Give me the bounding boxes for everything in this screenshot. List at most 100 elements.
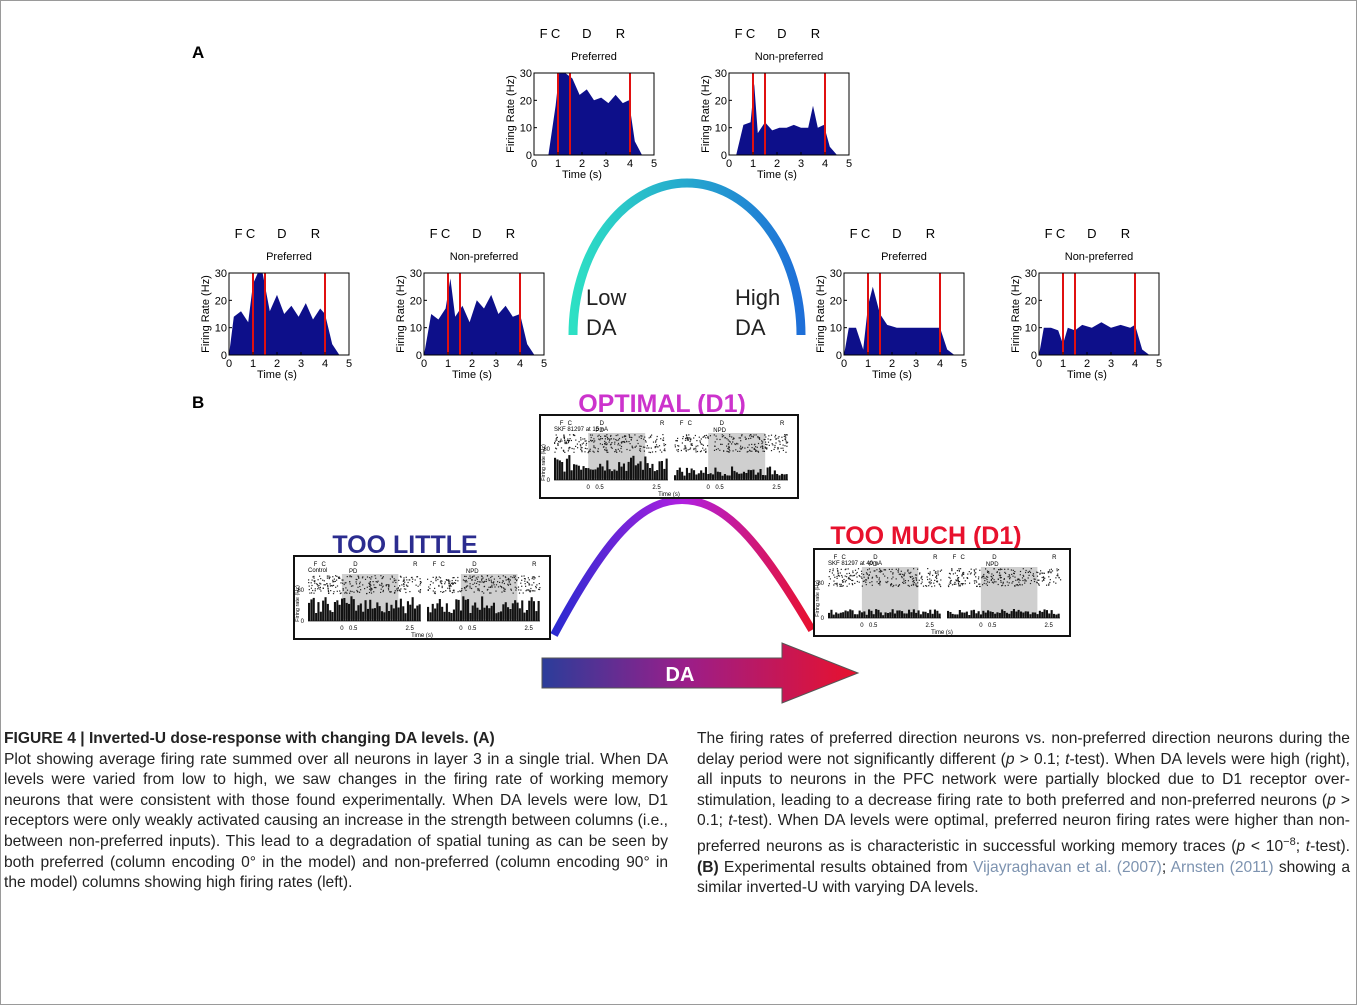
histogram-bar — [521, 600, 524, 621]
spike-dot — [393, 578, 395, 580]
spike-dot — [493, 578, 495, 580]
arc-high-label-2: DA — [735, 315, 766, 340]
spike-dot — [567, 450, 569, 452]
spike-dot — [897, 570, 899, 572]
spike-dot — [358, 577, 360, 579]
spike-dot — [1040, 570, 1042, 572]
spike-dot — [630, 439, 632, 441]
y-tick-label: 20 — [215, 295, 227, 307]
spike-dot — [313, 575, 315, 577]
spike-dot — [936, 581, 938, 583]
histogram-bar — [783, 474, 786, 480]
spike-dot — [774, 446, 776, 448]
spike-dot — [377, 580, 379, 582]
spike-dot — [728, 443, 730, 445]
reference-link-vijayraghavan[interactable]: Vijayraghavan et al. (2007) — [972, 858, 1162, 876]
spike-dot — [1036, 571, 1038, 573]
spike-dot — [606, 436, 608, 438]
spike-dot — [767, 438, 769, 440]
spike-dot — [852, 579, 854, 582]
histogram-bar — [938, 613, 941, 618]
spike-dot — [901, 577, 903, 579]
spike-dot — [1055, 577, 1057, 579]
spike-dot — [604, 443, 606, 446]
too-little-title: TOO LITTLE — [332, 531, 477, 559]
spike-dot — [740, 440, 742, 442]
spike-dot — [539, 587, 541, 589]
spike-dot — [782, 439, 784, 442]
y-axis-label: Firing Rate (Hz) — [505, 75, 517, 153]
histogram-bar — [1001, 609, 1004, 618]
spike-dot — [563, 437, 565, 439]
spike-dot — [567, 438, 569, 440]
spike-dot — [609, 438, 611, 440]
spike-dot — [514, 575, 516, 577]
spike-dot — [411, 576, 413, 578]
spike-dot — [977, 578, 980, 580]
spike-dot — [454, 582, 457, 584]
spike-dot — [344, 582, 346, 584]
spike-dot — [957, 577, 959, 579]
spike-dot — [699, 440, 701, 442]
spike-dot — [966, 577, 968, 579]
reference-link-arnsten[interactable]: Arnsten (2011) — [1170, 858, 1274, 876]
spike-dot — [960, 568, 962, 570]
spike-dot — [640, 437, 642, 439]
spike-dot — [311, 592, 313, 594]
spike-dot — [864, 580, 866, 582]
spike-dot — [975, 568, 977, 570]
x-tick-label: 3 — [603, 158, 609, 170]
spike-dot — [353, 591, 355, 593]
spike-dot — [686, 439, 688, 441]
spike-dot — [504, 576, 506, 578]
x-tick-label: 1 — [750, 158, 756, 170]
histogram-bar — [1017, 609, 1020, 618]
spike-dot — [451, 580, 453, 582]
spike-dot — [662, 434, 664, 436]
histogram-bar — [573, 464, 576, 480]
histogram-bar — [832, 614, 835, 618]
spike-dot — [764, 434, 766, 436]
histogram-bar — [663, 468, 666, 480]
spike-dot — [903, 575, 905, 577]
spike-dot — [587, 452, 589, 454]
spike-dot — [311, 584, 313, 587]
spike-dot — [1004, 585, 1006, 587]
spike-dot — [617, 442, 620, 444]
spike-dot — [902, 581, 904, 584]
spike-dot — [528, 590, 531, 592]
spike-dot — [481, 578, 483, 580]
epoch-label: R — [311, 226, 320, 241]
spike-dot — [833, 580, 835, 582]
spike-dot — [448, 585, 450, 587]
spike-dot — [527, 589, 529, 591]
spike-dot — [597, 435, 599, 437]
spike-dot — [614, 443, 616, 445]
spike-dot — [489, 586, 492, 588]
spike-dot — [466, 581, 468, 583]
histogram-bar — [589, 469, 592, 480]
spike-dot — [597, 450, 599, 452]
spike-dot — [749, 450, 751, 452]
spike-dot — [613, 438, 615, 440]
histogram-bar — [467, 599, 470, 621]
spike-dot — [441, 585, 443, 587]
raster-epoch: F — [560, 421, 564, 427]
histogram-bar — [587, 468, 590, 480]
histogram-bar — [450, 613, 453, 621]
x-tick-label: 1 — [1060, 358, 1066, 370]
spike-dot — [784, 439, 787, 441]
spike-dot — [745, 438, 747, 440]
spike-dot — [606, 449, 608, 451]
spike-dot — [318, 584, 320, 586]
spike-dot — [359, 583, 361, 585]
spike-dot — [958, 581, 961, 583]
spike-dot — [890, 585, 892, 587]
spike-dot — [998, 569, 1000, 571]
spike-dot — [774, 436, 776, 438]
spike-dot — [355, 578, 357, 580]
spike-dot — [382, 577, 384, 579]
spike-dot — [890, 583, 892, 585]
caption-text: < 10 — [1245, 838, 1284, 856]
